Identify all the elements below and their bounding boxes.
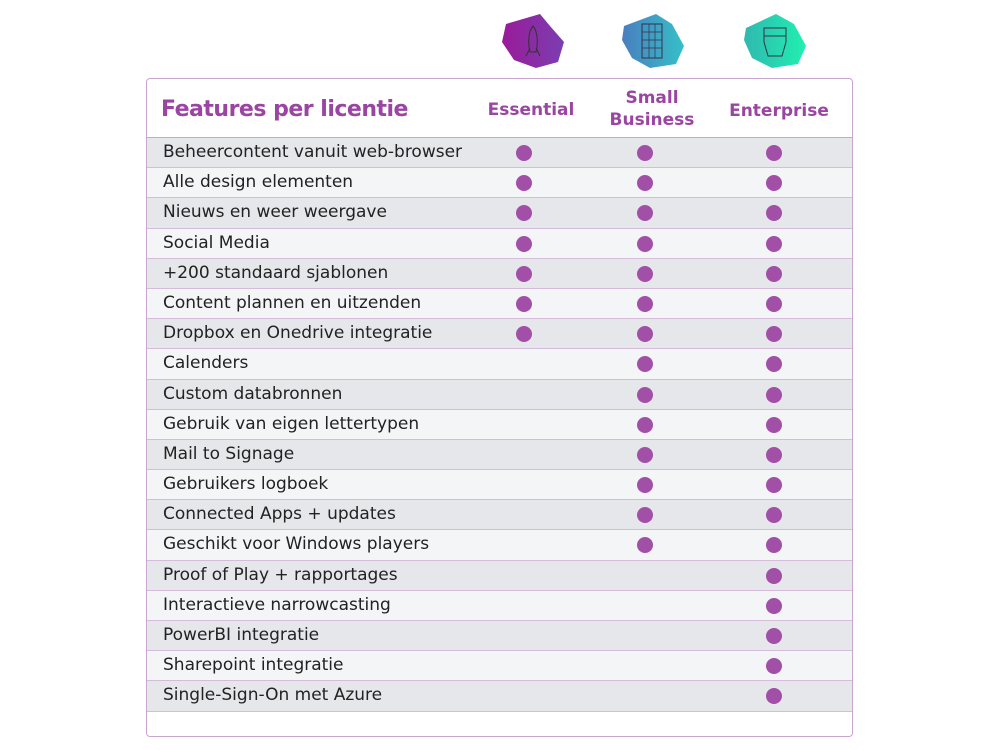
included-dot-icon bbox=[516, 295, 532, 312]
table-row: Mail to Signage bbox=[147, 439, 852, 471]
table-row: Beheercontent vanuit web-browser bbox=[147, 138, 852, 169]
included-dot-icon bbox=[766, 295, 782, 312]
included-dot-icon bbox=[637, 145, 653, 161]
feature-label: Gebruikers logboek bbox=[163, 474, 329, 495]
feature-label: Proof of Play + rapportages bbox=[163, 564, 398, 585]
feature-label: Alle design elementen bbox=[163, 172, 354, 193]
feature-comparison-table: Features per licentie Essential Small Bus… bbox=[146, 78, 853, 737]
table-title: Features per licentie bbox=[161, 97, 408, 122]
table-row: +200 standaard sjablonen bbox=[147, 258, 852, 289]
included-dot-icon bbox=[766, 175, 782, 192]
column-small-business: Small Business bbox=[587, 87, 717, 131]
included-dot-icon bbox=[637, 416, 653, 433]
table-row: Single-Sign-On met Azure bbox=[147, 681, 852, 712]
included-dot-icon bbox=[766, 235, 782, 252]
table-row: Proof of Play + rapportages bbox=[147, 560, 852, 591]
table-row: Custom databronnen bbox=[147, 379, 852, 410]
table-row: Content plannen en uitzenden bbox=[147, 288, 852, 320]
feature-label: Social Media bbox=[163, 232, 270, 253]
table-row: Connected Apps + updates bbox=[147, 500, 852, 531]
included-dot-icon bbox=[766, 326, 782, 343]
feature-label: Gebruik van eigen lettertypen bbox=[163, 413, 420, 434]
table-row: Dropbox en Onedrive integratie bbox=[147, 319, 852, 350]
feature-label: Custom databronnen bbox=[163, 383, 343, 404]
feature-label: Content plannen en uitzenden bbox=[163, 292, 422, 313]
included-dot-icon bbox=[637, 326, 653, 343]
included-dot-icon bbox=[637, 477, 653, 494]
included-dot-icon bbox=[516, 175, 532, 192]
included-dot-icon bbox=[766, 145, 782, 161]
included-dot-icon bbox=[637, 446, 653, 463]
included-dot-icon bbox=[766, 477, 782, 494]
included-dot-icon bbox=[637, 175, 653, 192]
included-dot-icon bbox=[766, 386, 782, 403]
table-row: Sharepoint integratie bbox=[147, 651, 852, 682]
included-dot-icon bbox=[766, 628, 782, 644]
feature-label: Nieuws en weer weergave bbox=[163, 202, 387, 223]
included-dot-icon bbox=[637, 537, 653, 554]
included-dot-icon bbox=[637, 205, 653, 222]
column-essential: Essential bbox=[487, 100, 575, 120]
included-dot-icon bbox=[516, 235, 532, 252]
table-body: Beheercontent vanuit web-browser Alle des… bbox=[147, 138, 852, 712]
table-row: Alle design elementen bbox=[147, 168, 852, 199]
included-dot-icon bbox=[766, 265, 782, 282]
included-dot-icon bbox=[516, 326, 532, 343]
table-row: Geschikt voor Windows players bbox=[147, 530, 852, 561]
feature-label: Interactieve narrowcasting bbox=[163, 594, 391, 615]
included-dot-icon bbox=[766, 507, 782, 524]
feature-label: Calenders bbox=[163, 353, 249, 374]
included-dot-icon bbox=[766, 537, 782, 554]
included-dot-icon bbox=[766, 567, 782, 584]
included-dot-icon bbox=[766, 446, 782, 463]
feature-label: Single-Sign-On met Azure bbox=[163, 685, 383, 706]
included-dot-icon bbox=[637, 295, 653, 312]
included-dot-icon bbox=[766, 688, 782, 705]
included-dot-icon bbox=[637, 386, 653, 403]
included-dot-icon bbox=[766, 356, 782, 373]
feature-label: +200 standaard sjablonen bbox=[163, 262, 389, 283]
included-dot-icon bbox=[516, 145, 532, 161]
feature-label: Geschikt voor Windows players bbox=[163, 534, 430, 555]
feature-label: Sharepoint integratie bbox=[163, 655, 344, 676]
rocket-icon bbox=[502, 14, 564, 68]
feature-label: Beheercontent vanuit web-browser bbox=[163, 142, 463, 162]
included-dot-icon bbox=[516, 205, 532, 222]
included-dot-icon bbox=[766, 658, 782, 675]
feature-label: Connected Apps + updates bbox=[163, 504, 396, 525]
ship-icon bbox=[744, 14, 806, 68]
included-dot-icon bbox=[516, 265, 532, 282]
feature-label: Mail to Signage bbox=[163, 443, 295, 464]
column-small-business-line2: Business bbox=[609, 110, 695, 130]
included-dot-icon bbox=[637, 235, 653, 252]
included-dot-icon bbox=[766, 597, 782, 614]
table-row: Nieuws en weer weergave bbox=[147, 198, 852, 229]
column-small-business-line1: Small bbox=[625, 88, 679, 108]
included-dot-icon bbox=[637, 265, 653, 282]
included-dot-icon bbox=[766, 205, 782, 222]
table-row: Gebruik van eigen lettertypen bbox=[147, 409, 852, 440]
table-row: Interactieve narrowcasting bbox=[147, 590, 852, 621]
included-dot-icon bbox=[637, 507, 653, 524]
building-icon bbox=[622, 14, 684, 68]
included-dot-icon bbox=[637, 356, 653, 373]
feature-label: Dropbox en Onedrive integratie bbox=[163, 323, 433, 344]
column-enterprise: Enterprise bbox=[729, 101, 829, 121]
included-dot-icon bbox=[766, 416, 782, 433]
table-header: Features per licentie Essential Small Bus… bbox=[147, 79, 852, 138]
table-row: Calenders bbox=[147, 349, 852, 380]
table-row: PowerBI integratie bbox=[147, 621, 852, 652]
feature-label: PowerBI integratie bbox=[163, 625, 320, 645]
table-row: Social Media bbox=[147, 228, 852, 259]
table-row: Gebruikers logboek bbox=[147, 470, 852, 501]
